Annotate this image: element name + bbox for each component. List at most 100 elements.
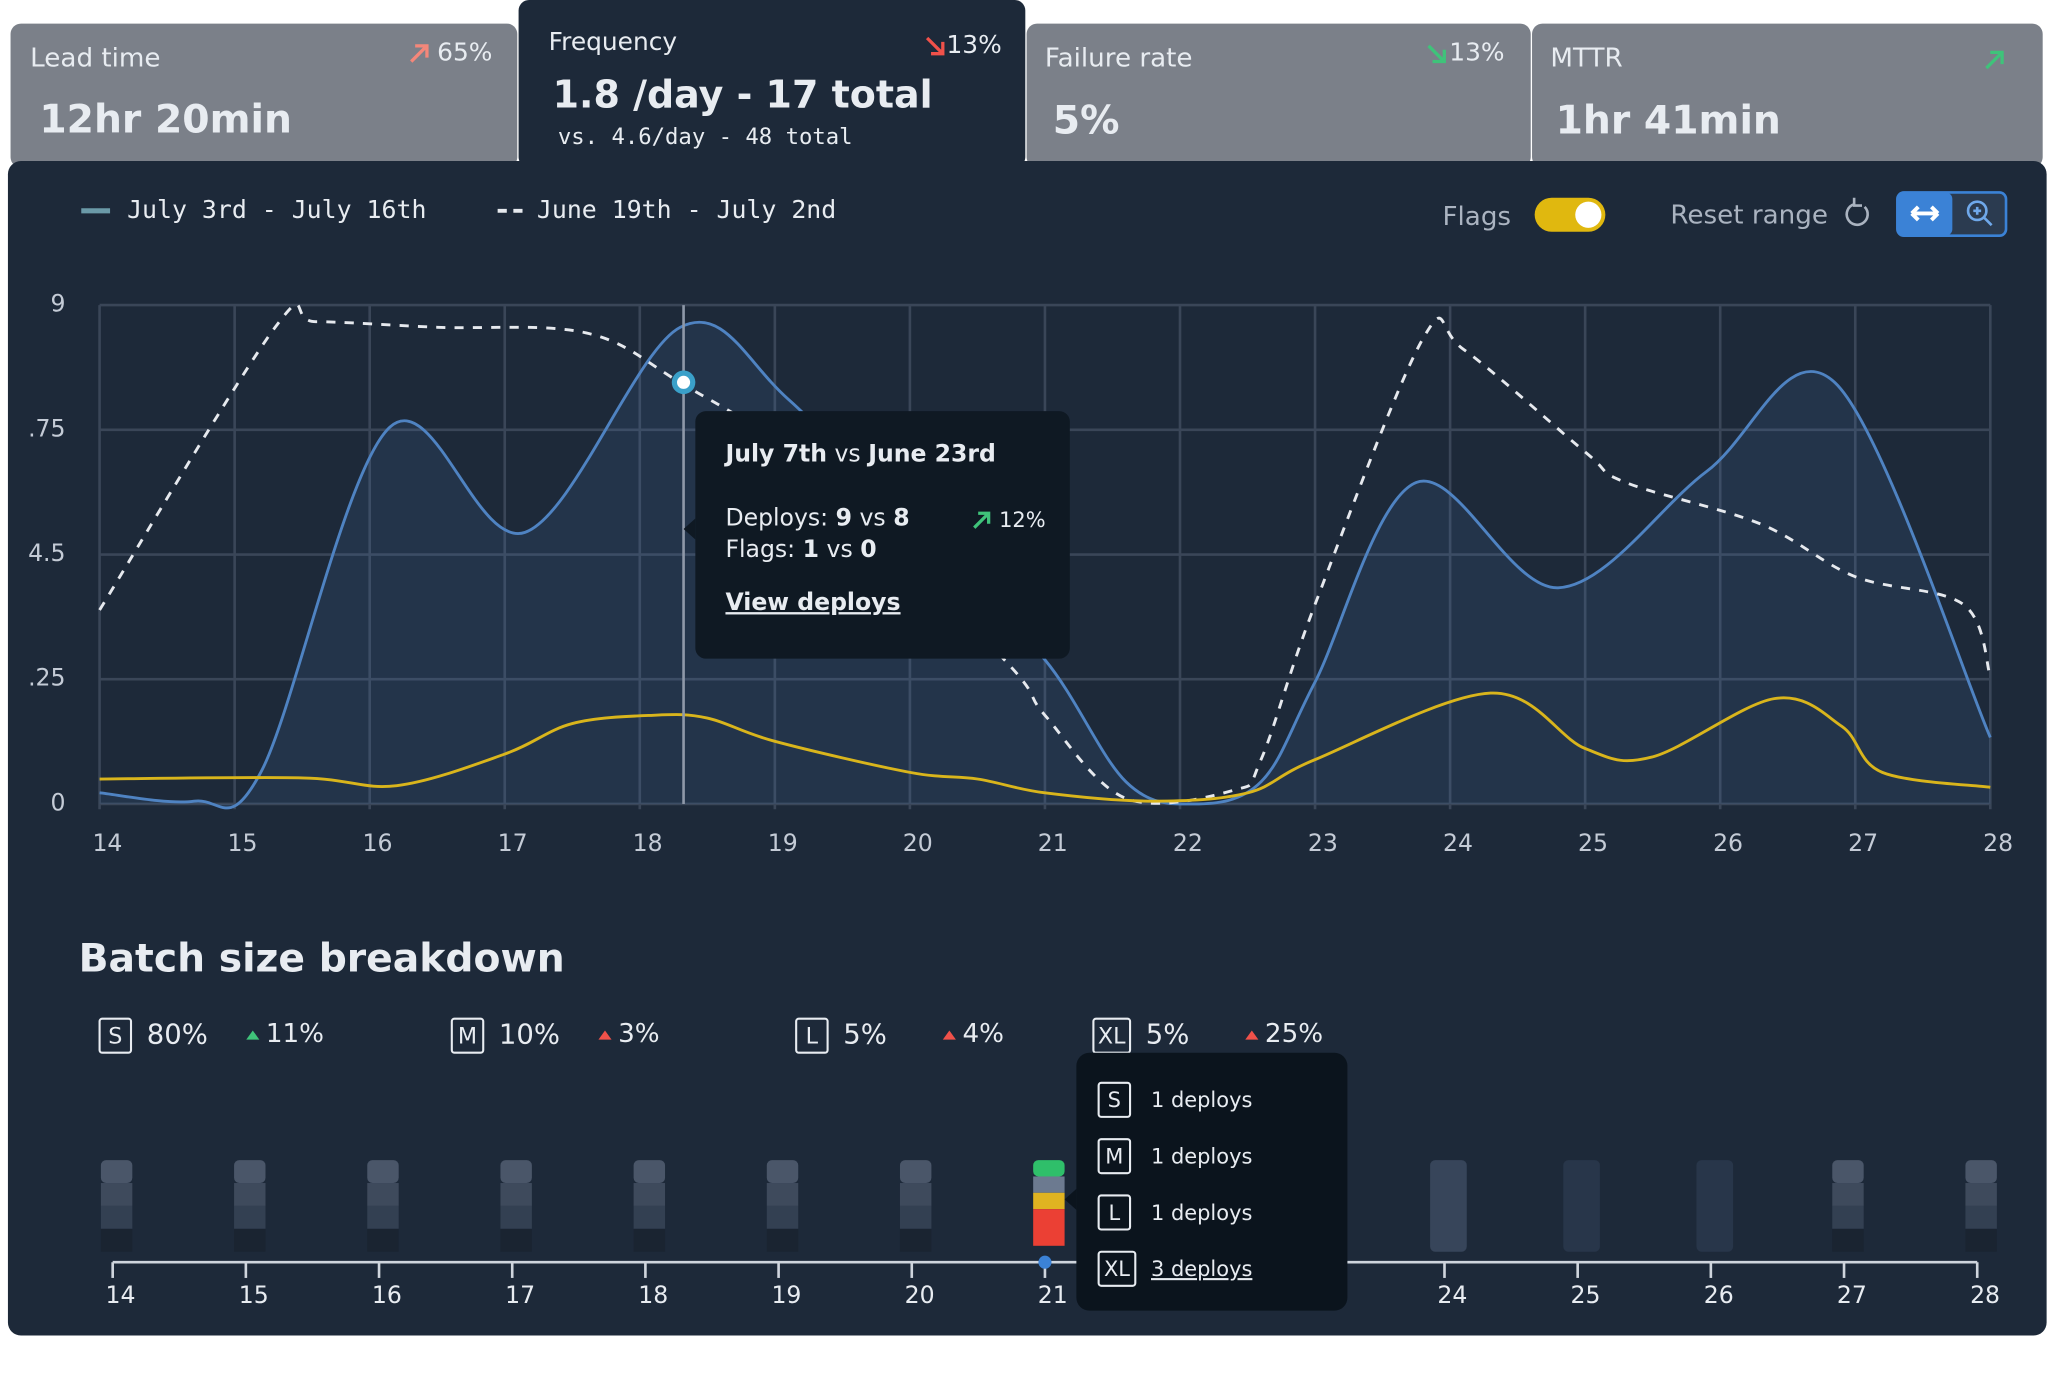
card-value: 1.8 /day - 17 total [553, 72, 933, 116]
card-label: Lead time [30, 43, 160, 73]
size-badge [1097, 1138, 1132, 1175]
y-tick-label: 9 [51, 290, 66, 318]
legend: July 3rd - July 16th June 19th - July 2n… [81, 195, 836, 224]
size-share: 5% [1146, 1019, 1190, 1051]
batch-segment [234, 1160, 266, 1184]
x-tick-label: 15 [239, 1281, 269, 1309]
size-letter: XL [1104, 1257, 1130, 1281]
x-tick-label: 19 [771, 1281, 801, 1309]
up-arrow [973, 511, 991, 529]
size-letter: M [1105, 1144, 1123, 1168]
panel [7, 161, 2047, 1336]
deploy-count: 1 deploys [1151, 1144, 1252, 1168]
zoom-button[interactable] [1966, 200, 1988, 222]
trend-arrow [925, 36, 945, 56]
batch-tooltip [1076, 1052, 1348, 1311]
tooltip-pointer [1064, 1188, 1077, 1210]
card-label: Frequency [549, 27, 677, 56]
x-tick-label: 28 [1983, 829, 2013, 857]
size-letter: S [108, 1024, 122, 1050]
y-tick-label: .75 [28, 414, 65, 442]
batch-segment [500, 1228, 532, 1252]
batch-segment [100, 1205, 133, 1229]
reset-range[interactable]: Reset range [1670, 201, 1828, 231]
batch-segment [899, 1205, 932, 1229]
card-value: 5% [1053, 99, 1120, 144]
batch-segment [633, 1160, 666, 1184]
x-tick-label: 28 [1970, 1281, 2000, 1309]
card-comparison: vs. 4.6/day - 48 total [558, 124, 853, 150]
trend-arrow [1985, 50, 2004, 70]
size-change: 25% [1265, 1019, 1323, 1049]
trend-triangle [942, 1030, 956, 1040]
value: 9 [836, 503, 852, 531]
batch-segment [367, 1183, 399, 1206]
tooltip-box [695, 411, 1070, 659]
tooltip-pointer [683, 518, 696, 540]
batch-segment [766, 1183, 799, 1206]
batch-segment [633, 1228, 666, 1252]
controls: Flags Reset range [1442, 191, 2008, 237]
batch-segment [766, 1160, 799, 1184]
label: Flags: [725, 534, 795, 562]
batch-segment [234, 1228, 266, 1252]
batch-segment [367, 1160, 399, 1184]
trend-arrow [410, 44, 429, 63]
batch-segment [1965, 1160, 1997, 1184]
size-badge [1097, 1194, 1132, 1231]
x-tick-label: 16 [372, 1281, 402, 1309]
x-tick-label: 17 [498, 829, 528, 857]
view-deploys-link[interactable]: View deploys [725, 588, 900, 616]
x-tick-label: 18 [633, 829, 663, 857]
flags-row: Flags: 1 vs 0 [725, 534, 876, 562]
legend-label: June 19th - July 2nd [537, 195, 836, 224]
card[interactable] [1532, 23, 2043, 168]
tooltip-change: 12% [999, 508, 1046, 532]
card-change: 13% [1449, 38, 1504, 67]
size-letter: M [458, 1024, 477, 1050]
batch-segment [899, 1183, 932, 1206]
trend-arrow [1427, 44, 1446, 64]
x-tick-label: 24 [1443, 829, 1473, 857]
x-tick-label: 16 [363, 829, 393, 857]
x-tick-label: 14 [106, 1281, 136, 1309]
line [99, 691, 1991, 803]
card-change: 13% [946, 30, 1001, 59]
selected-dot [1038, 1255, 1052, 1269]
deploy-count: 3 deploys [1151, 1257, 1252, 1281]
batch-segment [1832, 1183, 1864, 1206]
x-tick-label: 25 [1571, 1281, 1601, 1309]
vs: vs [827, 534, 853, 562]
batch-segment [1033, 1209, 1065, 1246]
size-badge [450, 1017, 485, 1054]
x-tick-label: 21 [1038, 829, 1068, 857]
metric-cards [10, 0, 2043, 168]
batch-segment [367, 1228, 399, 1252]
batch-segment [899, 1228, 932, 1252]
size-letter: L [806, 1024, 819, 1050]
x-tick-label: 19 [768, 829, 798, 857]
size-change: 3% [618, 1019, 660, 1049]
card-value: 12hr 20min [39, 97, 292, 142]
card[interactable] [1026, 23, 1531, 168]
value: 0 [860, 534, 876, 562]
card-active[interactable] [518, 0, 1026, 168]
batch-bar [1430, 1160, 1467, 1252]
x-tick-label: 21 [1038, 1281, 1068, 1309]
value: 8 [893, 503, 909, 531]
size-share: 80% [147, 1019, 208, 1051]
batch-segment [500, 1183, 532, 1206]
batch-segment [100, 1228, 133, 1252]
reset-icon [1845, 197, 1869, 226]
date: June 23rd [866, 439, 996, 467]
tooltip: July 7th vs June 23rd Deploys: 9 vs 8 Fl… [683, 411, 1070, 659]
x-tick-label: 18 [638, 1281, 668, 1309]
x-tick-label: 24 [1437, 1281, 1467, 1309]
card[interactable] [10, 23, 518, 168]
x-tick-label: 26 [1704, 1281, 1734, 1309]
batch-segment [234, 1205, 266, 1229]
size-change: 4% [962, 1019, 1004, 1049]
size-share: 5% [843, 1019, 887, 1051]
flags-label: Flags [1442, 202, 1511, 232]
